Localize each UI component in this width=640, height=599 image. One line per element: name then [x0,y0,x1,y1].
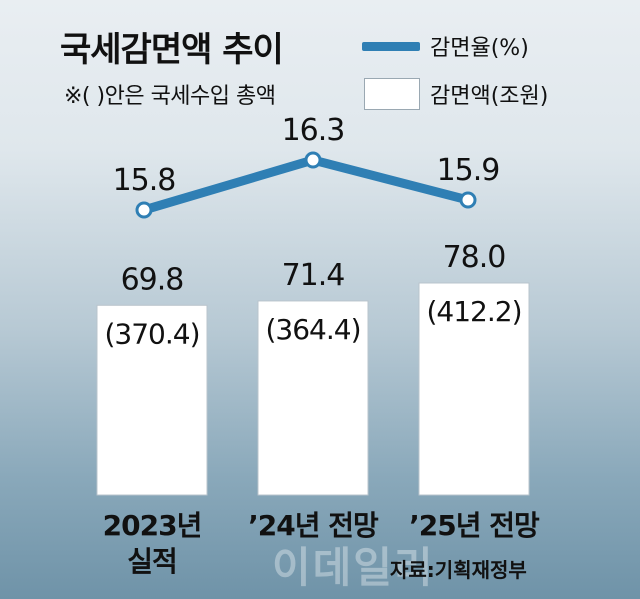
watermark-logo: 이데일리 [272,543,435,592]
bar-value-label-2: 78.0 [443,240,506,275]
bar-0 [96,304,208,496]
bar-total-label-1: (364.4) [265,313,360,346]
rate-value-label-2: 15.9 [437,153,500,188]
legend-amount-label: 감면액(조원) [430,84,549,109]
bar-2 [418,282,530,496]
source-text: 자료:기획재정부 [390,558,527,582]
bar-total-label-0: (370.4) [104,317,199,350]
rate-point-0 [135,201,153,219]
rate-value-label-0: 15.8 [113,163,176,198]
rate-line [142,155,470,215]
bar-1 [257,300,369,496]
legend-box-swatch [364,78,420,110]
legend-line-swatch [362,42,420,51]
bar-value-label-0: 69.8 [121,262,184,297]
category-label-0-1: 실적 [127,545,177,578]
rate-point-1 [304,151,322,169]
page-title: 국세감면액 추이 [60,30,284,70]
category-label-0-0: 2023년 [103,509,202,542]
category-label-2: ’25년 전망 [409,509,540,542]
rate-value-label-1: 16.3 [282,113,345,148]
bar-value-label-1: 71.4 [282,258,345,293]
legend-rate-label: 감면율(%) [430,36,529,61]
note-text: ※( )안은 국세수입 총액 [64,84,276,109]
category-label-1: ’24년 전망 [248,509,379,542]
bar-total-label-2: (412.2) [426,295,521,328]
rate-point-2 [459,191,477,209]
